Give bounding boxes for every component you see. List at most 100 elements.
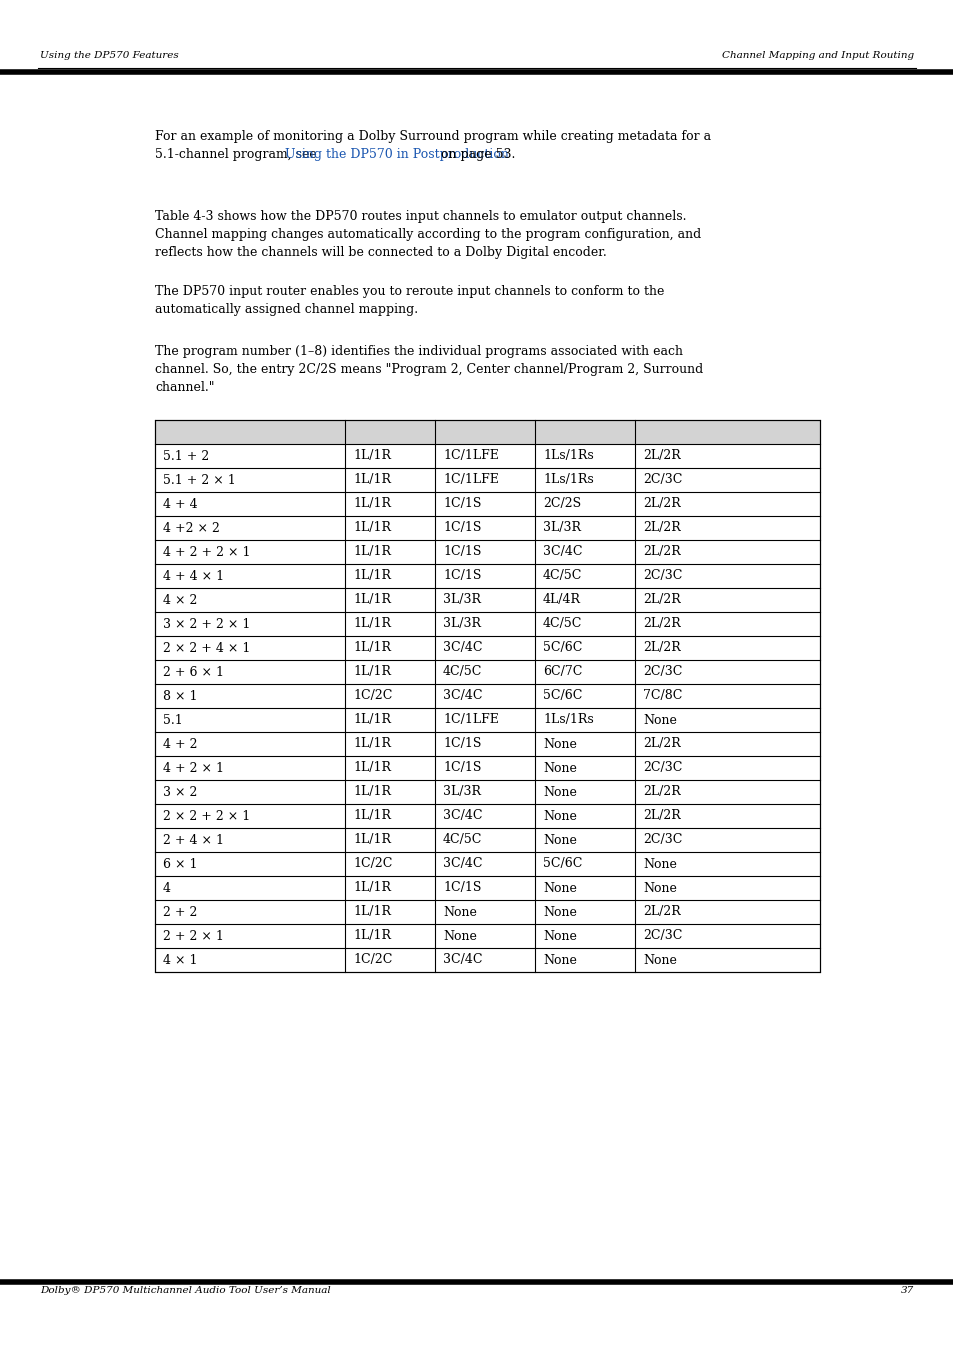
Text: 1L/1R: 1L/1R — [353, 545, 391, 559]
Text: 1L/1R: 1L/1R — [353, 882, 391, 895]
FancyBboxPatch shape — [154, 805, 820, 828]
Text: 1C/1LFE: 1C/1LFE — [442, 474, 498, 486]
Text: 1C/2C: 1C/2C — [353, 857, 392, 871]
FancyBboxPatch shape — [154, 852, 820, 876]
Text: 3 × 2 + 2 × 1: 3 × 2 + 2 × 1 — [163, 617, 250, 630]
Text: 3L/3R: 3L/3R — [442, 594, 480, 606]
Text: 1C/2C: 1C/2C — [353, 953, 392, 967]
Text: 1L/1R: 1L/1R — [353, 594, 391, 606]
Text: 2 × 2 + 2 × 1: 2 × 2 + 2 × 1 — [163, 810, 250, 822]
Text: 2L/2R: 2L/2R — [642, 450, 680, 463]
Text: 2 + 2: 2 + 2 — [163, 906, 197, 918]
Text: None: None — [442, 930, 476, 942]
Text: 5C/6C: 5C/6C — [542, 641, 581, 655]
FancyBboxPatch shape — [154, 420, 820, 444]
Text: Channel mapping changes automatically according to the program configuration, an: Channel mapping changes automatically ac… — [154, 228, 700, 242]
Text: The DP570 input router enables you to reroute input channels to conform to the: The DP570 input router enables you to re… — [154, 285, 663, 298]
Text: 1C/1LFE: 1C/1LFE — [442, 450, 498, 463]
FancyBboxPatch shape — [154, 732, 820, 756]
FancyBboxPatch shape — [154, 516, 820, 540]
Text: 1L/1R: 1L/1R — [353, 737, 391, 751]
FancyBboxPatch shape — [154, 612, 820, 636]
Text: 3C/4C: 3C/4C — [442, 953, 482, 967]
Text: None: None — [542, 906, 577, 918]
Text: 2L/2R: 2L/2R — [642, 545, 680, 559]
Text: 5.1-channel program, see: 5.1-channel program, see — [154, 148, 320, 161]
Text: 1C/1S: 1C/1S — [442, 570, 481, 582]
Text: None: None — [642, 857, 677, 871]
Text: 1L/1R: 1L/1R — [353, 450, 391, 463]
Text: reflects how the channels will be connected to a Dolby Digital encoder.: reflects how the channels will be connec… — [154, 246, 606, 259]
Text: 1C/1S: 1C/1S — [442, 545, 481, 559]
Text: 1C/1S: 1C/1S — [442, 761, 481, 775]
FancyBboxPatch shape — [154, 756, 820, 780]
Text: 4 + 4 × 1: 4 + 4 × 1 — [163, 570, 224, 582]
FancyBboxPatch shape — [154, 468, 820, 491]
Text: Channel Mapping and Input Routing: Channel Mapping and Input Routing — [721, 51, 913, 59]
Text: 2L/2R: 2L/2R — [642, 906, 680, 918]
Text: 2L/2R: 2L/2R — [642, 498, 680, 510]
Text: 4 + 2 + 2 × 1: 4 + 2 + 2 × 1 — [163, 545, 251, 559]
Text: 3L/3R: 3L/3R — [442, 786, 480, 798]
Text: 2L/2R: 2L/2R — [642, 617, 680, 630]
Text: 1L/1R: 1L/1R — [353, 906, 391, 918]
Text: 2L/2R: 2L/2R — [642, 594, 680, 606]
FancyBboxPatch shape — [154, 876, 820, 900]
Text: 4 × 2: 4 × 2 — [163, 594, 197, 606]
Text: 1Ls/1Rs: 1Ls/1Rs — [542, 474, 593, 486]
Text: 1L/1R: 1L/1R — [353, 761, 391, 775]
Text: 2 + 4 × 1: 2 + 4 × 1 — [163, 833, 224, 846]
Text: 2L/2R: 2L/2R — [642, 737, 680, 751]
FancyBboxPatch shape — [154, 684, 820, 707]
Text: None: None — [442, 906, 476, 918]
Text: None: None — [542, 761, 577, 775]
Text: 1L/1R: 1L/1R — [353, 666, 391, 679]
Text: Using the DP570 Features: Using the DP570 Features — [40, 51, 178, 59]
Text: 3L/3R: 3L/3R — [542, 521, 580, 535]
Text: 5C/6C: 5C/6C — [542, 857, 581, 871]
Text: 2L/2R: 2L/2R — [642, 810, 680, 822]
Text: 1C/1S: 1C/1S — [442, 737, 481, 751]
FancyBboxPatch shape — [154, 564, 820, 589]
Text: 1C/1S: 1C/1S — [442, 521, 481, 535]
Text: None: None — [542, 786, 577, 798]
Text: 4C/5C: 4C/5C — [542, 617, 581, 630]
FancyBboxPatch shape — [154, 660, 820, 684]
Text: 2 × 2 + 4 × 1: 2 × 2 + 4 × 1 — [163, 641, 250, 655]
Text: 4: 4 — [163, 882, 171, 895]
Text: 2C/3C: 2C/3C — [642, 833, 681, 846]
FancyBboxPatch shape — [154, 923, 820, 948]
Text: None: None — [542, 810, 577, 822]
Text: 37: 37 — [900, 1287, 913, 1295]
Text: 2L/2R: 2L/2R — [642, 521, 680, 535]
Text: 6 × 1: 6 × 1 — [163, 857, 197, 871]
Text: 4L/4R: 4L/4R — [542, 594, 580, 606]
Text: channel.": channel." — [154, 381, 214, 394]
Text: 2L/2R: 2L/2R — [642, 641, 680, 655]
Bar — [154, 420, 820, 972]
Text: 1C/1S: 1C/1S — [442, 882, 481, 895]
Text: 2L/2R: 2L/2R — [642, 786, 680, 798]
Text: 1Ls/1Rs: 1Ls/1Rs — [542, 450, 593, 463]
Text: channel. So, the entry 2C/2S means "Program 2, Center channel/Program 2, Surroun: channel. So, the entry 2C/2S means "Prog… — [154, 363, 702, 377]
Text: 3 × 2: 3 × 2 — [163, 786, 197, 798]
Text: 7C/8C: 7C/8C — [642, 690, 681, 702]
Text: 1L/1R: 1L/1R — [353, 833, 391, 846]
Text: None: None — [542, 737, 577, 751]
Text: 1Ls/1Rs: 1Ls/1Rs — [542, 714, 593, 726]
Text: None: None — [642, 953, 677, 967]
Text: Table 4-3 shows how the DP570 routes input channels to emulator output channels.: Table 4-3 shows how the DP570 routes inp… — [154, 211, 686, 223]
Text: 3C/4C: 3C/4C — [442, 641, 482, 655]
Text: 2 + 2 × 1: 2 + 2 × 1 — [163, 930, 224, 942]
Text: 8 × 1: 8 × 1 — [163, 690, 197, 702]
Text: 3C/4C: 3C/4C — [442, 690, 482, 702]
Text: 3C/4C: 3C/4C — [442, 857, 482, 871]
Text: 3C/4C: 3C/4C — [442, 810, 482, 822]
Text: 2C/3C: 2C/3C — [642, 930, 681, 942]
Text: 1C/1LFE: 1C/1LFE — [442, 714, 498, 726]
Text: None: None — [542, 882, 577, 895]
Text: 1L/1R: 1L/1R — [353, 570, 391, 582]
Text: 3L/3R: 3L/3R — [442, 617, 480, 630]
Text: 3C/4C: 3C/4C — [542, 545, 582, 559]
Text: 1L/1R: 1L/1R — [353, 521, 391, 535]
